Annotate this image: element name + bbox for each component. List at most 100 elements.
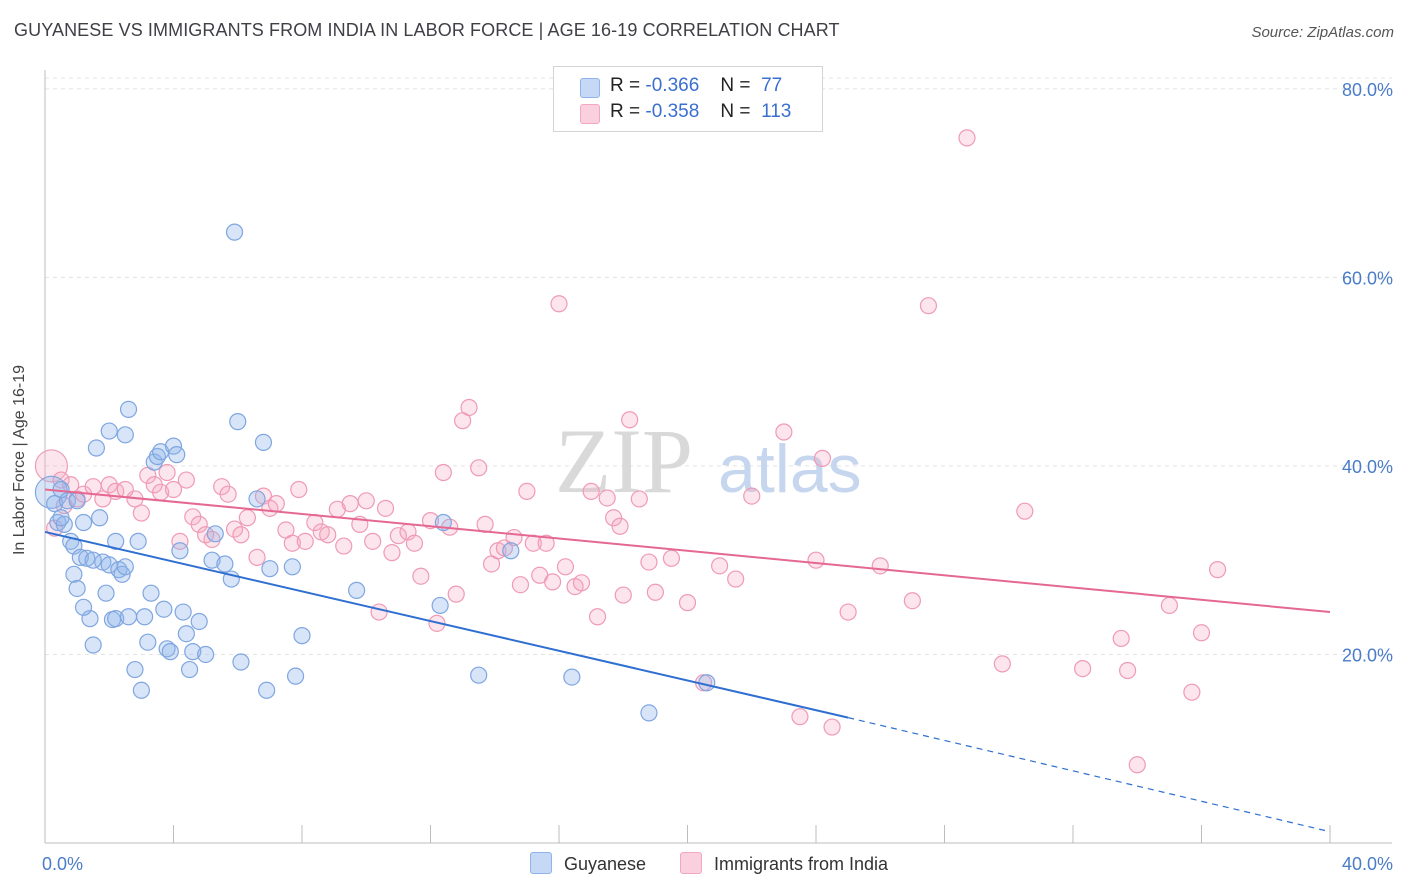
legend-n-label: N =: [720, 101, 751, 122]
point-guyanese: [190, 612, 208, 631]
point-guyanese: [46, 495, 64, 513]
point-india: [537, 534, 555, 552]
point-guyanese: [161, 643, 179, 661]
point-india: [434, 463, 452, 482]
point-guyanese: [84, 551, 102, 569]
point-guyanese: [171, 542, 189, 560]
point-guyanese: [139, 633, 157, 651]
source-label: Source: ZipAtlas.com: [1251, 24, 1394, 41]
point-india: [158, 463, 176, 482]
point-guyanese: [68, 492, 86, 510]
point-india: [405, 534, 424, 552]
point-india: [621, 411, 639, 429]
y-tick-label: 40.0%: [1342, 457, 1393, 477]
legend-item-guyanese: Guyanese: [530, 852, 646, 875]
point-guyanese: [640, 704, 658, 722]
point-india: [357, 492, 375, 510]
y-tick-label: 60.0%: [1342, 268, 1393, 288]
legend-label-guyanese: Guyanese: [564, 854, 647, 874]
point-india: [743, 487, 761, 505]
point-guyanese: [203, 551, 221, 569]
point-india: [518, 482, 536, 500]
point-india: [296, 532, 314, 550]
point-guyanese: [119, 400, 138, 418]
trend-line-india: [44, 488, 1331, 614]
point-india: [511, 576, 530, 594]
point-guyanese: [148, 447, 167, 466]
point-india: [640, 553, 658, 571]
point-guyanese: [132, 681, 150, 699]
point-india: [678, 594, 697, 612]
point-guyanese: [74, 598, 93, 616]
point-india: [1016, 502, 1034, 520]
point-guyanese: [49, 513, 67, 532]
point-india: [823, 718, 841, 736]
point-guyanese: [177, 625, 195, 643]
point-india: [412, 567, 430, 585]
point-india: [1160, 596, 1178, 615]
point-india: [1119, 661, 1137, 680]
point-india: [238, 509, 256, 527]
point-guyanese: [135, 608, 154, 626]
tick-labels: 20.0% 40.0% 60.0% 80.0% 0.0% 40.0%: [42, 80, 1393, 874]
point-india: [460, 398, 478, 417]
point-india: [376, 499, 395, 517]
point-guyanese: [107, 532, 125, 550]
point-guyanese: [107, 610, 125, 628]
point-guyanese: [197, 645, 215, 664]
legend-n-value: 113: [761, 101, 792, 122]
point-india: [958, 129, 976, 147]
legend-series: Guyanese Immigrants from India: [0, 852, 1406, 878]
point-guyanese: [258, 681, 276, 699]
legend-swatch-india: [680, 852, 702, 874]
point-india: [572, 574, 591, 592]
legend-label-india: Immigrants from India: [714, 854, 889, 874]
point-guyanese: [229, 413, 247, 431]
point-guyanese: [180, 660, 199, 679]
point-india: [711, 557, 729, 575]
point-guyanese: [283, 558, 301, 576]
point-guyanese: [87, 439, 106, 457]
point-india: [248, 548, 266, 566]
point-india: [1074, 660, 1092, 678]
point-india: [190, 515, 208, 533]
trend-lines: [44, 488, 1331, 833]
point-india: [582, 482, 600, 500]
point-guyanese: [71, 548, 89, 566]
legend-r-label: R =: [610, 75, 641, 96]
point-india: [1192, 624, 1211, 642]
point-guyanese: [174, 603, 192, 621]
point-india: [470, 459, 488, 477]
legend-swatch-guyanese: [580, 78, 600, 98]
legend-item-india: Immigrants from India: [680, 852, 888, 875]
point-guyanese: [155, 600, 173, 618]
point-guyanese: [168, 446, 186, 464]
point-guyanese: [126, 660, 144, 679]
point-india: [290, 480, 308, 499]
point-guyanese: [216, 555, 234, 573]
point-guyanese: [248, 490, 266, 508]
point-india: [605, 509, 623, 527]
point-india: [646, 583, 664, 601]
point-guyanese: [116, 558, 134, 576]
point-india: [34, 449, 69, 483]
point-guyanese: [78, 549, 96, 567]
legend-r-value: -0.358: [645, 101, 700, 122]
y-tick-label: 80.0%: [1342, 80, 1393, 100]
point-india: [919, 297, 938, 315]
point-india: [319, 526, 337, 544]
point-india: [267, 495, 285, 513]
point-guyanese: [293, 627, 311, 645]
point-guyanese: [348, 581, 366, 599]
point-india: [993, 655, 1011, 673]
point-india: [171, 532, 189, 550]
x-tick-label-max: 40.0%: [1342, 854, 1393, 874]
point-india: [219, 485, 237, 503]
chart-title: GUYANESE VS IMMIGRANTS FROM INDIA IN LAB…: [14, 20, 840, 40]
point-india: [611, 517, 629, 535]
legend-n-label: N =: [720, 75, 751, 96]
point-guyanese: [261, 560, 279, 578]
point-india: [164, 480, 183, 499]
point-india: [588, 608, 607, 626]
point-guyanese: [91, 509, 109, 527]
